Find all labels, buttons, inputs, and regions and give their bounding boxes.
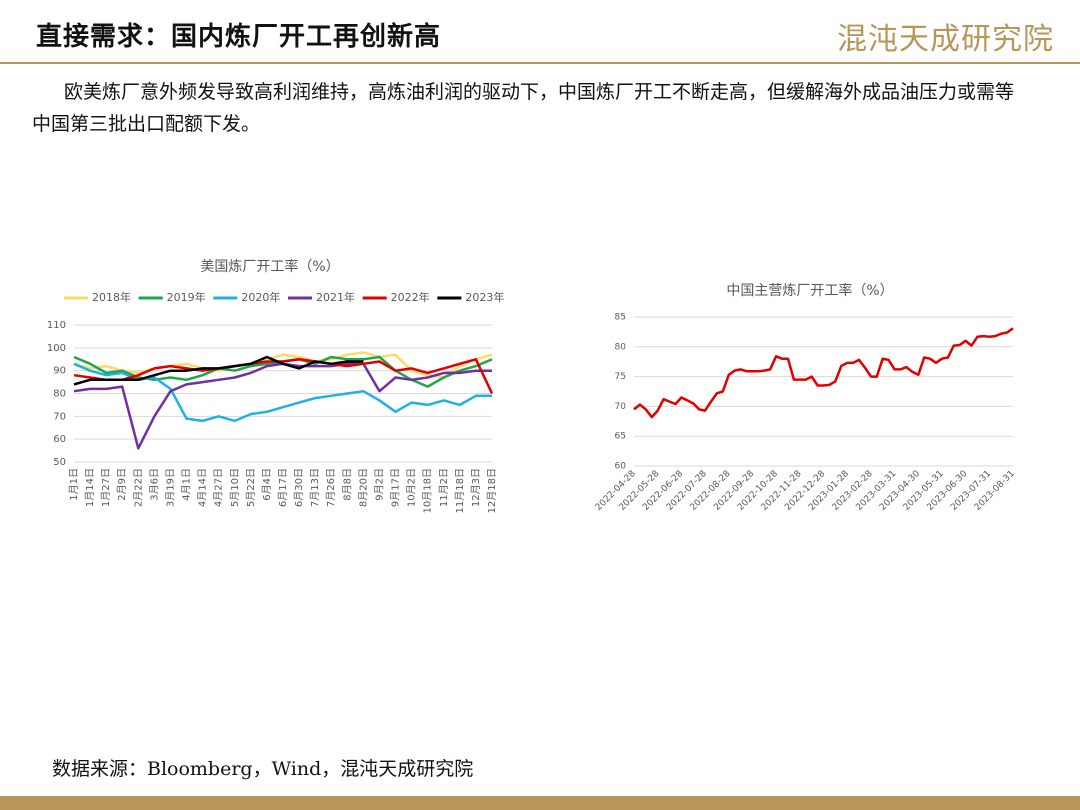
x-tick-label: 11月18日 — [454, 468, 466, 513]
x-tick-label: 12月18日 — [486, 468, 498, 513]
x-tick-label: 3月19日 — [164, 468, 176, 507]
legend-label: 2022年 — [391, 290, 430, 304]
legend-label: 2021年 — [316, 290, 355, 304]
y-tick-label: 80 — [53, 389, 66, 400]
x-tick-label: 6月4日 — [261, 468, 273, 501]
y-tick-label: 100 — [47, 343, 66, 354]
y-tick-label: 90 — [53, 366, 66, 377]
legend-label: 2019年 — [167, 290, 206, 304]
x-tick-label: 8月20日 — [357, 468, 369, 507]
y-tick-label: 60 — [53, 434, 66, 445]
x-tick-label: 4月1日 — [181, 468, 193, 501]
y-tick-label: 60 — [615, 462, 627, 472]
y-tick-label: 75 — [615, 372, 626, 382]
series-line — [73, 351, 493, 379]
x-tick-label: 8月8日 — [341, 468, 353, 501]
x-tick-label: 1月27日 — [100, 468, 112, 507]
x-tick-label: 6月17日 — [277, 468, 289, 507]
legend-label: 2020年 — [241, 290, 280, 304]
chart-title: 美国炼厂开工率（%） — [200, 258, 339, 275]
footer-band — [0, 796, 1080, 810]
x-tick-label: 9月2日 — [373, 468, 385, 501]
x-tick-label: 4月14日 — [197, 468, 209, 507]
x-tick-label: 12月3日 — [470, 468, 482, 507]
x-tick-label: 5月22日 — [245, 468, 257, 507]
source-note: 数据来源：Bloomberg，Wind，混沌天成研究院 — [52, 758, 474, 780]
x-tick-label: 2月22日 — [132, 468, 144, 507]
y-tick-label: 50 — [53, 457, 66, 468]
x-tick-label: 7月13日 — [309, 468, 321, 507]
x-tick-label: 10月2日 — [406, 468, 418, 507]
x-tick-label: 2月9日 — [116, 468, 128, 501]
legend-label: 2023年 — [465, 290, 504, 304]
y-tick-label: 85 — [615, 313, 626, 323]
x-tick-label: 7月26日 — [325, 468, 337, 507]
slide-title: 直接需求：国内炼厂开工再创新高 — [36, 22, 442, 52]
x-tick-label: 9月17日 — [390, 468, 402, 507]
x-tick-label: 6月30日 — [293, 468, 305, 507]
x-tick-label: 1月14日 — [84, 468, 96, 507]
series-line — [73, 355, 364, 386]
legend-label: 2018年 — [92, 290, 131, 304]
x-tick-label: 5月10日 — [229, 468, 241, 507]
y-tick-label: 70 — [615, 402, 627, 412]
x-tick-label: 11月2日 — [438, 468, 450, 507]
y-tick-label: 65 — [615, 432, 626, 442]
chart-title: 中国主营炼厂开工率（%） — [726, 282, 893, 299]
x-tick-label: 1月1日 — [68, 468, 80, 501]
y-tick-label: 70 — [53, 411, 66, 422]
header-rule — [0, 62, 1080, 64]
x-tick-label: 10月18日 — [422, 468, 434, 513]
y-tick-label: 110 — [47, 320, 66, 331]
y-tick-label: 80 — [615, 342, 627, 352]
series-line — [633, 327, 1014, 419]
x-tick-label: 3月6日 — [148, 468, 160, 501]
x-tick-label: 4月27日 — [213, 468, 225, 507]
paragraph: 欧美炼厂意外频发导致高利润维持，高炼油利润的驱动下，中国炼厂开工不断走高，但缓解… — [32, 81, 1015, 135]
logo: 混沌天成研究院 — [837, 22, 1054, 57]
series-line — [73, 358, 494, 395]
